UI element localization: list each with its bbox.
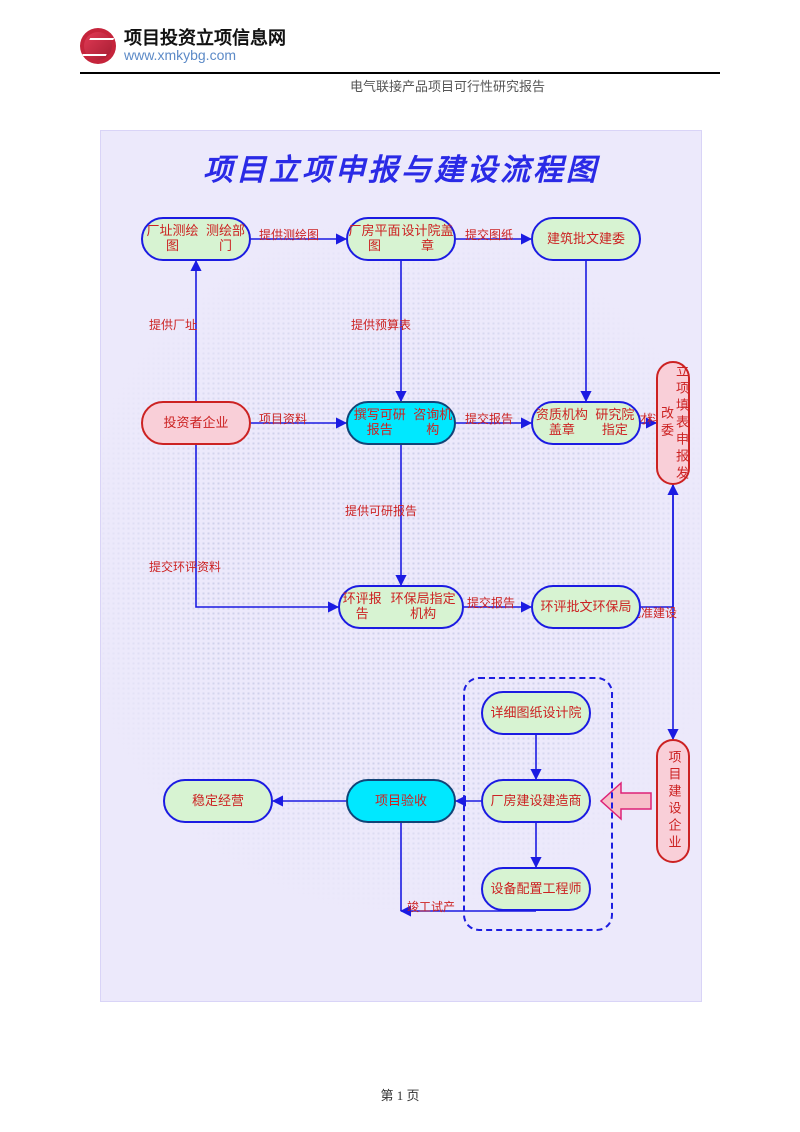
svg-text:提交报告: 提交报告 [467, 595, 515, 610]
svg-text:提供测绘图: 提供测绘图 [259, 227, 319, 242]
svg-text:提交图纸: 提交图纸 [465, 227, 513, 242]
node-n_stable: 稳定经营 [163, 779, 273, 823]
node-n_envappr: 环评批文环保局 [531, 585, 641, 629]
node-n_constr: 厂房建设建造商 [481, 779, 591, 823]
site-url: www.xmkybg.com [124, 47, 286, 63]
node-n_accept: 项目验收 [346, 779, 456, 823]
node-n_projbuild: 项目建设企业 [656, 739, 690, 863]
svg-text:竣工试产: 竣工试产 [407, 899, 455, 914]
document-subtitle: 电气联接产品项目可行性研究报告 [350, 76, 545, 95]
figure-title: 项目立项申报与建设流程图 [101, 131, 701, 189]
node-n_equip: 设备配置工程师 [481, 867, 591, 911]
svg-text:提供预算表: 提供预算表 [351, 317, 411, 332]
site-name: 项目投资立项信息网 [124, 29, 286, 48]
site-logo-icon [80, 28, 116, 64]
svg-text:提供厂址: 提供厂址 [149, 317, 197, 332]
svg-text:提交环评资料: 提交环评资料 [149, 559, 221, 574]
svg-text:项目资料: 项目资料 [259, 412, 307, 426]
flowchart-figure: 项目立项申报与建设流程图 提供测绘图提交图纸提供厂址提供预算表项目资料提交报告上… [100, 130, 702, 1002]
node-n_apply: 立项填表申报发改委 [656, 361, 690, 485]
node-n_investor: 投资者企业 [141, 401, 251, 445]
node-n_feas: 撰写可研报告咨询机构 [346, 401, 456, 445]
node-n_plan: 厂房平面图设计院盖章 [346, 217, 456, 261]
node-n_build: 建筑批文建委 [531, 217, 641, 261]
node-n_detail: 详细图纸设计院 [481, 691, 591, 735]
node-n_envrep: 环评报告环保局指定机构 [338, 585, 464, 629]
node-n_survey: 厂址测绘图测绘部门 [141, 217, 251, 261]
node-n_qual: 资质机构盖章研究院指定 [531, 401, 641, 445]
svg-text:提供可研报告: 提供可研报告 [345, 503, 417, 518]
page-header: 项目投资立项信息网 www.xmkybg.com [80, 28, 720, 74]
header-rule [80, 72, 720, 74]
svg-text:提交报告: 提交报告 [465, 411, 513, 426]
page-footer: 第 1 页 [0, 1085, 800, 1104]
